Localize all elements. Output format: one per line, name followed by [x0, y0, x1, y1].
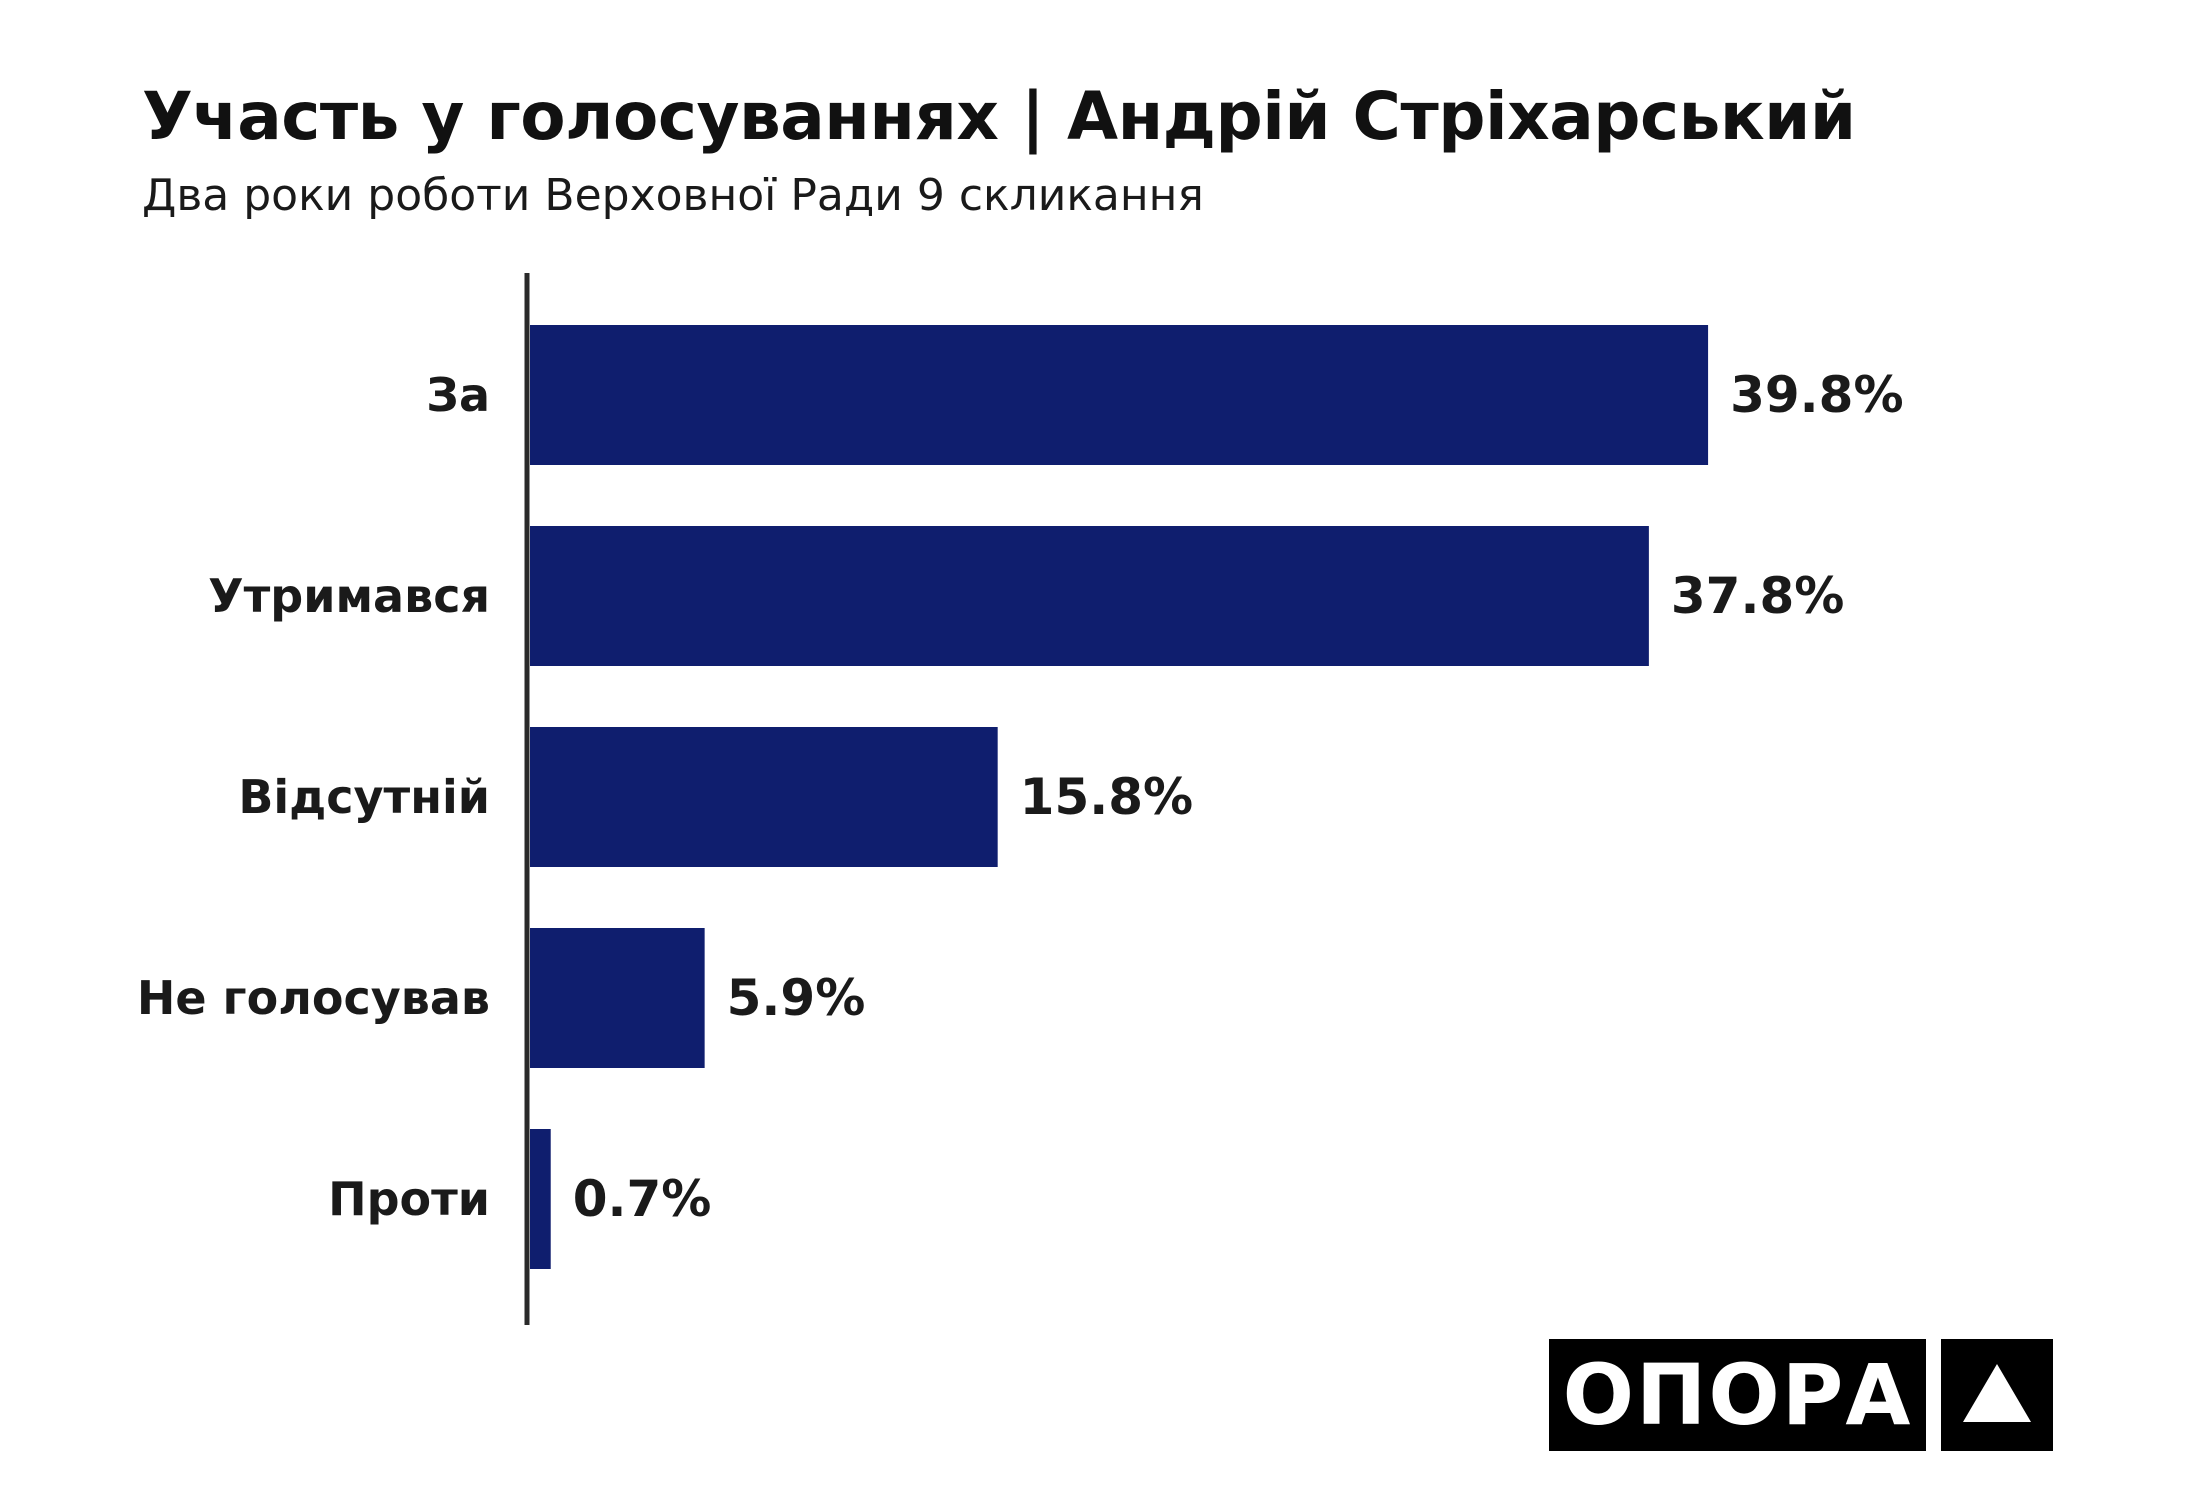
chart-title: Участь у голосуваннях | Андрій Стріхарсь… — [142, 78, 1856, 155]
category-label: Не голосував — [137, 971, 490, 1025]
category-label: Проти — [328, 1172, 490, 1226]
value-label: 15.8% — [1020, 768, 1193, 826]
triangle-icon — [1963, 1364, 2031, 1422]
bar-0 — [530, 325, 1709, 465]
category-label: Утримався — [208, 569, 490, 623]
category-label: За — [426, 368, 490, 422]
opora-logo: ОПОРА — [1549, 1339, 1926, 1451]
bar-2 — [530, 727, 998, 867]
category-label: Відсутній — [238, 770, 490, 824]
value-label: 5.9% — [727, 969, 866, 1027]
bar-4 — [530, 1129, 551, 1269]
logo-text: ОПОРА — [1562, 1346, 1913, 1444]
bars-layer: За 39.8% Утримався 37.8% Відсутній 15.8% Не го… — [137, 325, 1904, 1269]
bar-3 — [530, 928, 705, 1068]
value-label: 37.8% — [1671, 567, 1844, 625]
value-label: 39.8% — [1730, 366, 1903, 424]
value-label: 0.7% — [573, 1170, 712, 1228]
logo-triangle-box — [1941, 1339, 2053, 1451]
bar-1 — [530, 526, 1649, 666]
chart-subtitle: Два роки роботи Верховної Ради 9 скликан… — [142, 170, 1204, 221]
